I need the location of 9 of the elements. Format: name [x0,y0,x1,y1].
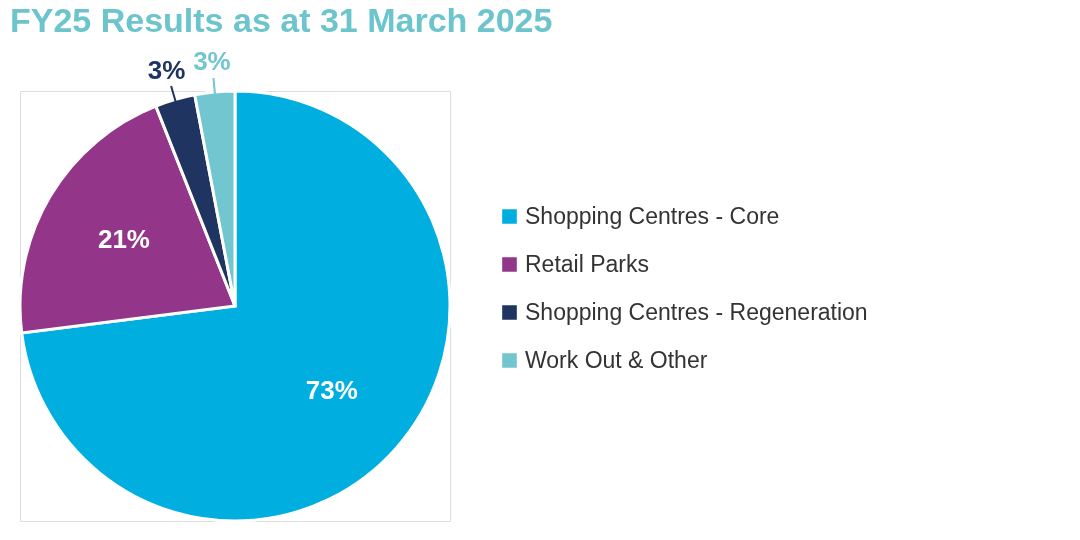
legend-label: Work Out & Other [525,346,708,373]
legend-label: Retail Parks [525,250,649,277]
legend-label: Shopping Centres - Core [525,202,780,229]
data-label: 3% [147,54,186,85]
data-label: 73% [305,375,358,406]
legend-label: Shopping Centres - Regeneration [525,298,868,325]
data-label: 3% [193,46,231,77]
data-label: 21% [97,224,150,255]
chart-title: FY25 Results as at 31 March 2025 [10,1,553,40]
